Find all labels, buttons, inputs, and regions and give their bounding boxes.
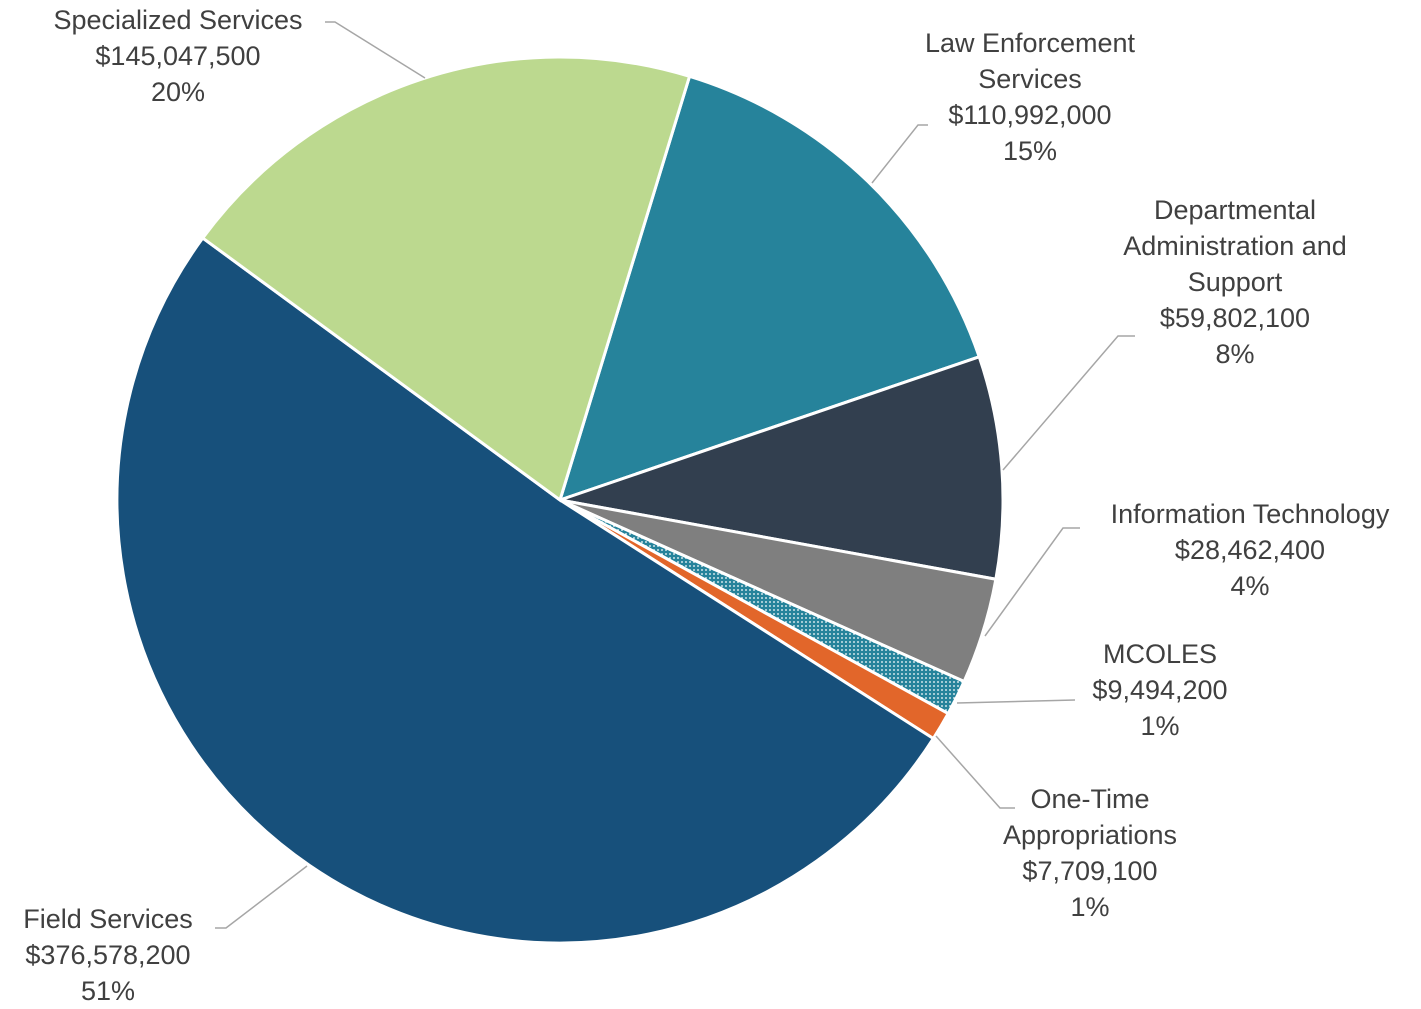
slice-label: Specialized Services $145,047,500 20% xyxy=(18,2,338,110)
slice-percent: 1% xyxy=(1070,892,1110,922)
slice-label: Law Enforcement Services $110,992,000 15% xyxy=(895,25,1165,169)
slice-percent: 8% xyxy=(1215,339,1255,369)
slice-value: $7,709,100 xyxy=(1022,856,1158,886)
leader-line xyxy=(325,21,426,79)
slice-name: Field Services xyxy=(23,904,193,934)
slice-percent: 4% xyxy=(1230,571,1270,601)
slice-name: One-Time Appropriations xyxy=(1002,784,1178,850)
slice-percent: 1% xyxy=(1140,711,1180,741)
pie-slice xyxy=(557,74,982,503)
pie-slice xyxy=(554,354,1005,581)
slice-value: $59,802,100 xyxy=(1159,303,1311,333)
pie-slice xyxy=(200,55,692,503)
leader-lines xyxy=(215,21,1135,929)
slice-percent: 20% xyxy=(150,77,206,107)
slice-label: One-Time Appropriations $7,709,100 1% xyxy=(980,781,1200,925)
slice-name: Information Technology xyxy=(1110,499,1390,529)
slice-name: Departmental Administration and Support xyxy=(1123,195,1347,297)
slice-value: $376,578,200 xyxy=(25,940,191,970)
leader-line xyxy=(1002,335,1135,471)
leader-line xyxy=(984,527,1080,637)
slice-label: Information Technology $28,462,400 4% xyxy=(1080,496,1420,604)
leader-line xyxy=(956,699,1076,704)
slice-name: MCOLES xyxy=(1102,639,1218,669)
leader-line xyxy=(935,735,1015,809)
leader-line xyxy=(215,865,308,929)
leader-line xyxy=(871,124,928,184)
slice-label: MCOLES $9,494,200 1% xyxy=(1060,636,1260,744)
slice-percent: 15% xyxy=(1002,136,1058,166)
pie-slice xyxy=(115,235,936,945)
slice-label: Departmental Administration and Support $… xyxy=(1095,192,1375,372)
slice-value: $28,462,400 xyxy=(1174,535,1326,565)
pie xyxy=(115,55,1005,945)
slice-percent: 51% xyxy=(80,976,136,1006)
slice-value: $9,494,200 xyxy=(1092,675,1228,705)
slice-value: $145,047,500 xyxy=(95,41,261,71)
slice-value: $110,992,000 xyxy=(948,100,1112,130)
slice-name: Specialized Services xyxy=(53,5,303,35)
slice-label: Field Services $376,578,200 51% xyxy=(0,901,218,1009)
slice-name: Law Enforcement Services xyxy=(924,28,1136,94)
